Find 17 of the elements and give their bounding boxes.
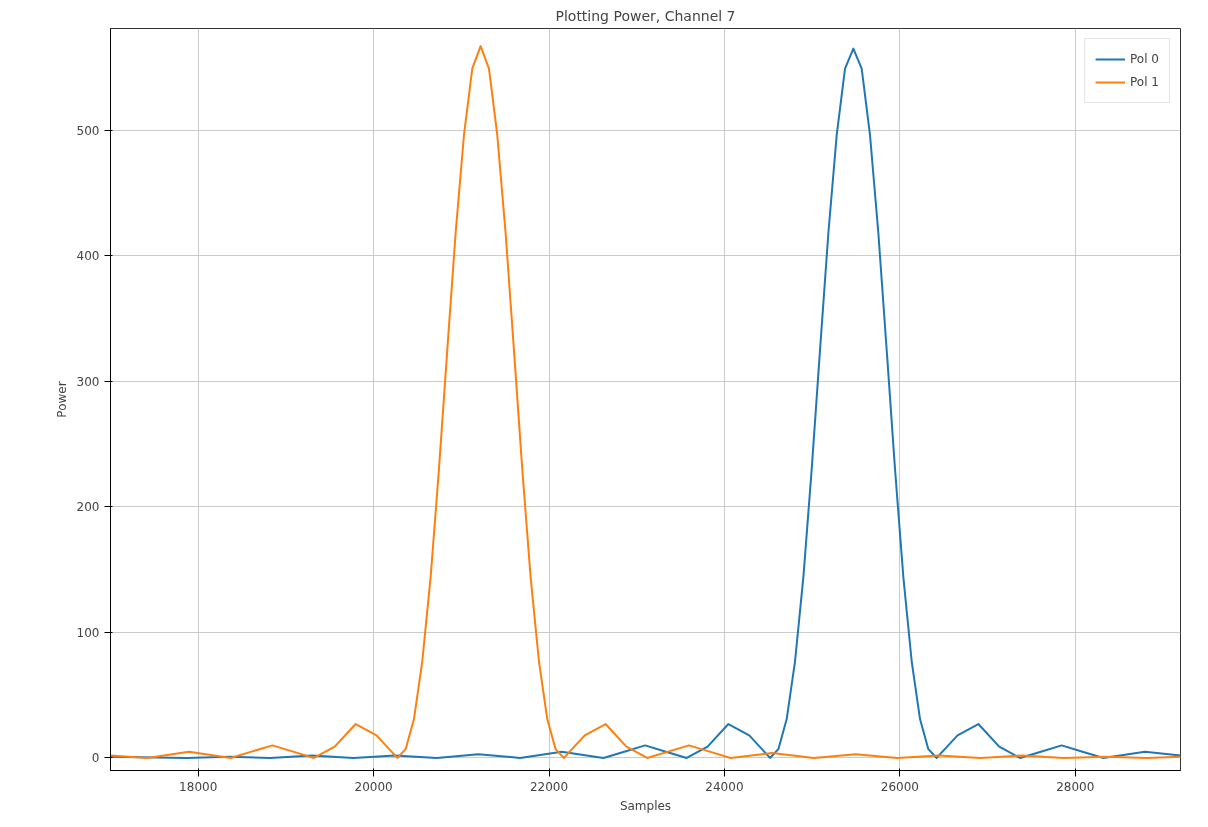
- y-tick-label: 300: [76, 374, 100, 389]
- x-tick-label: 28000: [1056, 779, 1095, 794]
- legend-label: Pol 0: [1130, 52, 1159, 66]
- chart-title: Plotting Power, Channel 7: [555, 7, 736, 24]
- y-axis-title: Power: [54, 381, 69, 418]
- x-tick-label: 22000: [529, 779, 569, 794]
- y-tick-label: 200: [76, 500, 100, 515]
- y-tick-label: 400: [76, 249, 100, 264]
- x-tick-label: 20000: [354, 779, 393, 794]
- y-tick-label: 100: [76, 625, 100, 640]
- legend-label: Pol 1: [1130, 75, 1159, 89]
- x-tick-label: 18000: [179, 779, 218, 794]
- x-tick-label: 26000: [880, 779, 919, 794]
- x-axis-title: Samples: [619, 798, 672, 813]
- x-tick-label: 24000: [705, 779, 744, 794]
- y-tick-label: 0: [91, 751, 100, 766]
- y-tick-label: 500: [76, 123, 100, 138]
